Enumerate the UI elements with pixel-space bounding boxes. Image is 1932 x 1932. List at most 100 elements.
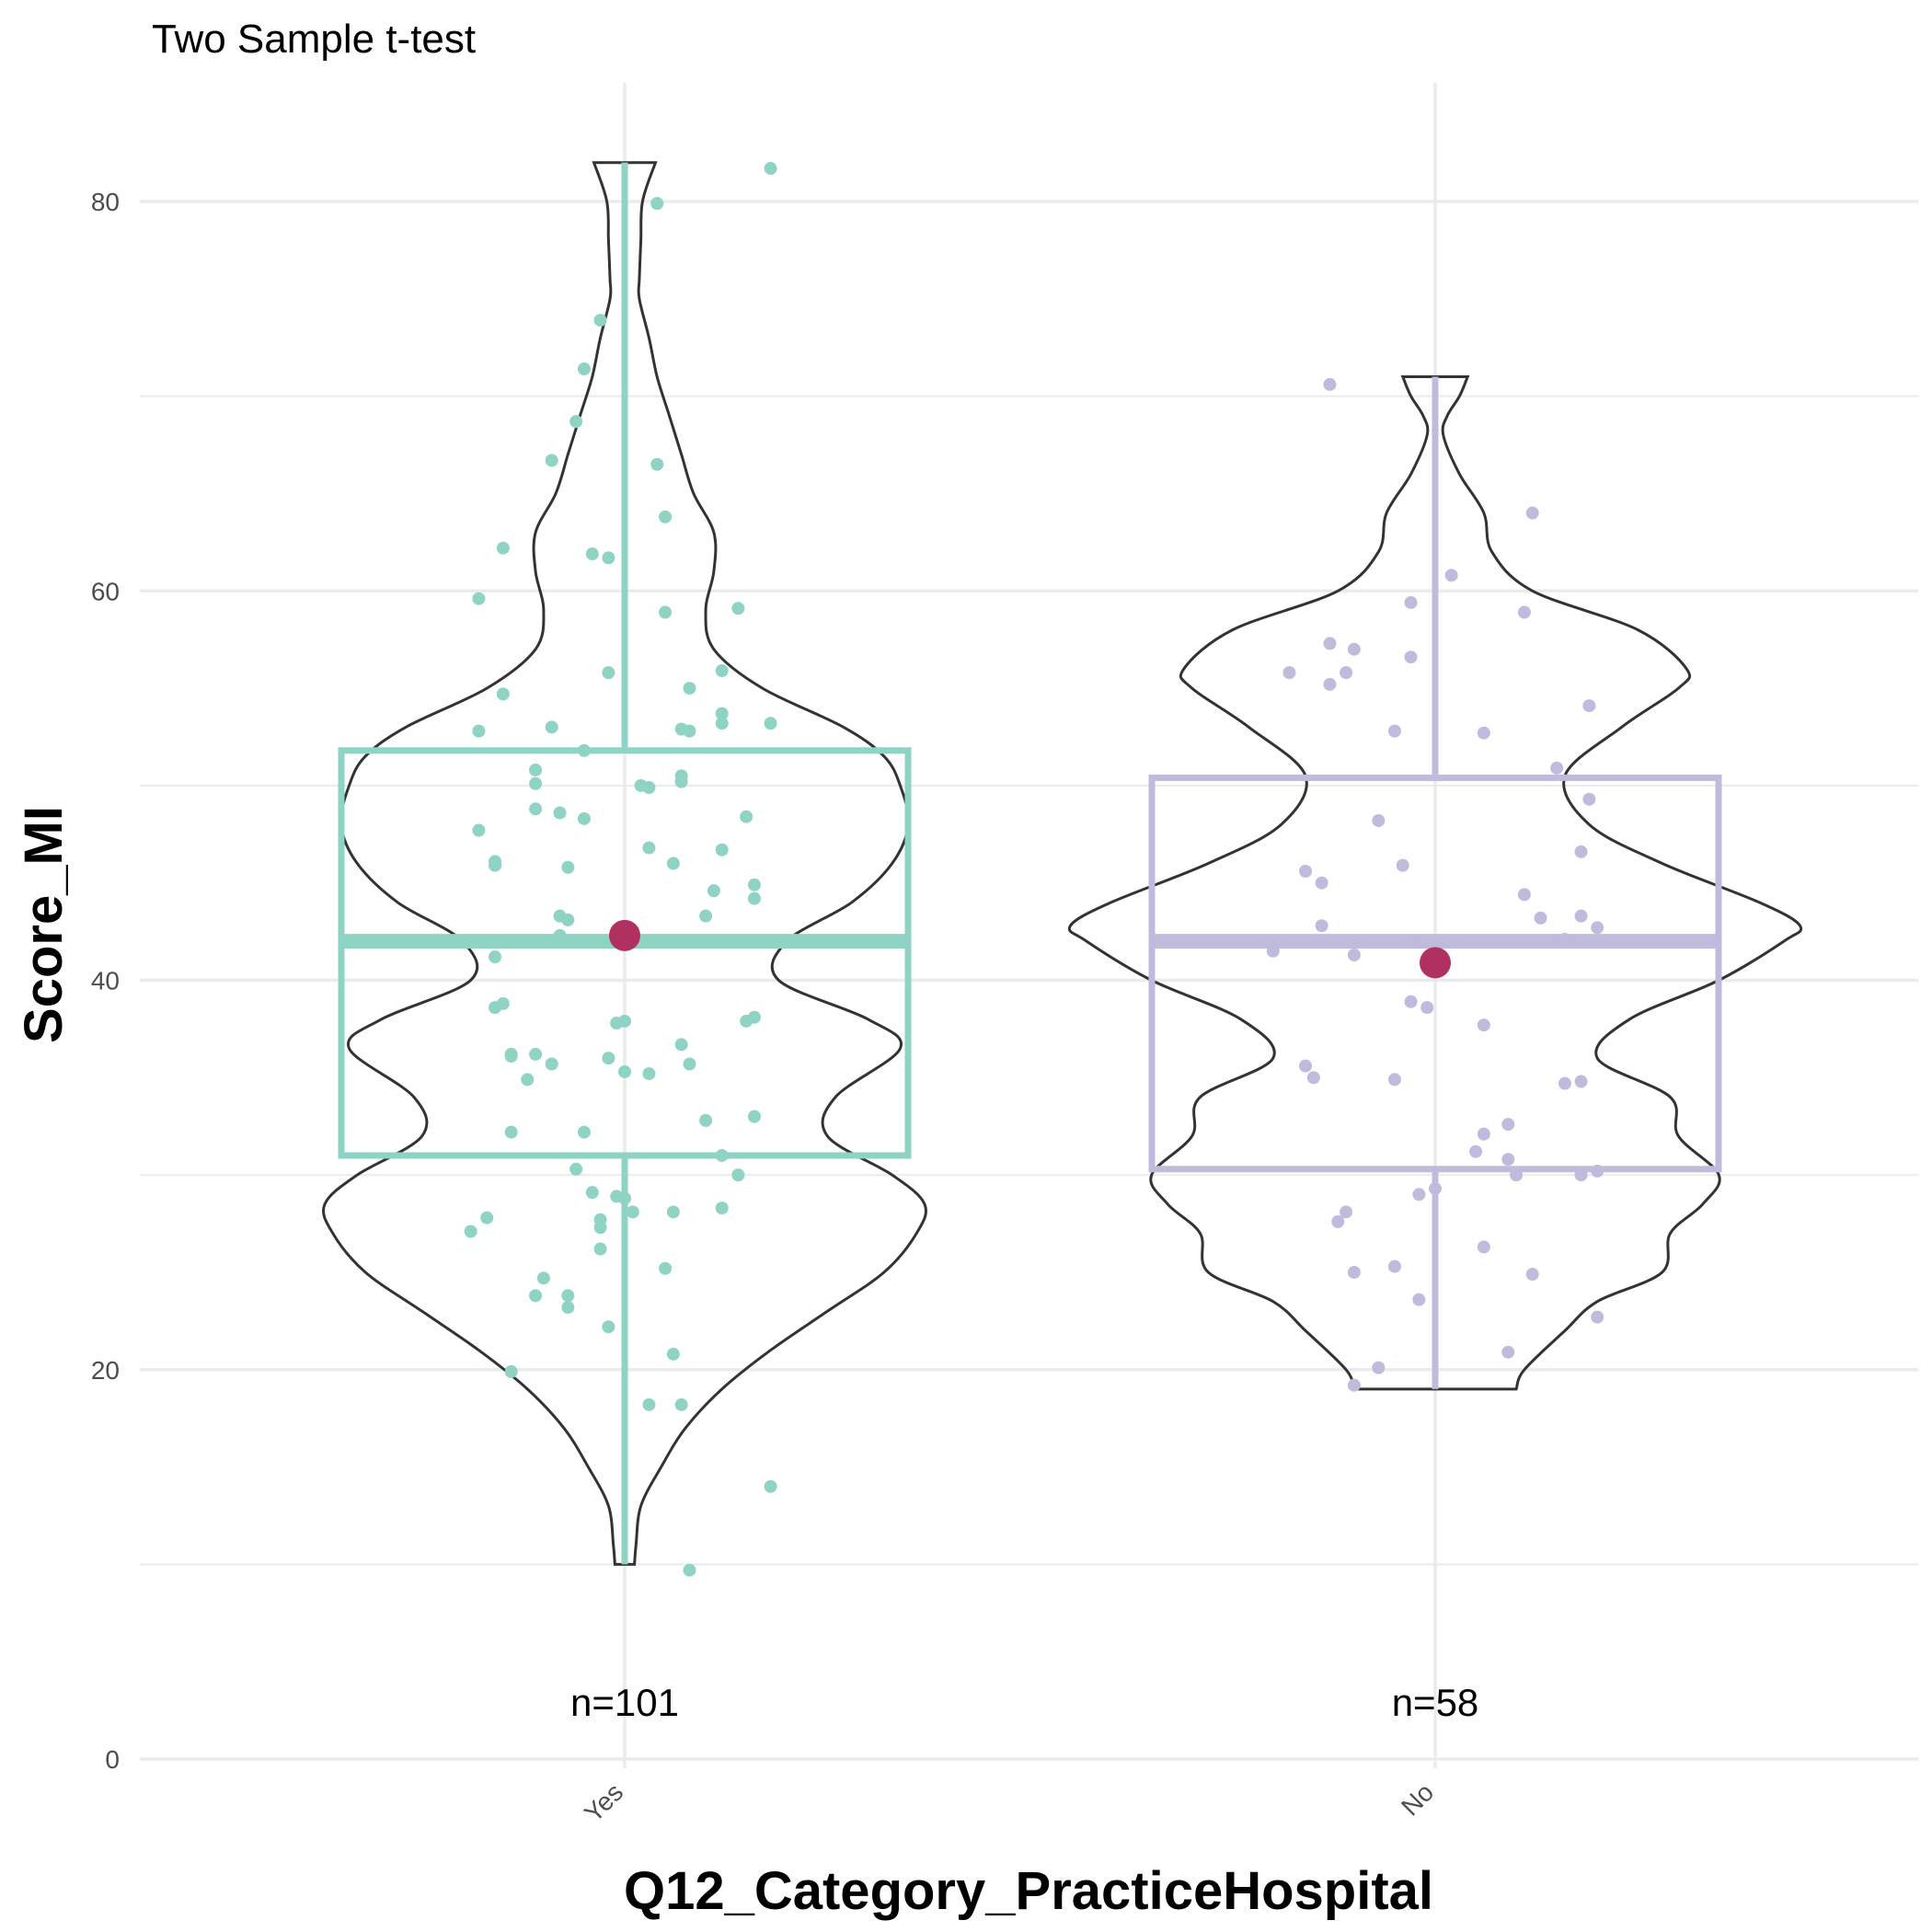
data-point: [1525, 506, 1539, 520]
data-point: [1444, 569, 1458, 582]
data-point: [1412, 1293, 1426, 1306]
data-point: [480, 1211, 494, 1225]
data-point: [674, 775, 688, 788]
data-point: [699, 909, 713, 923]
data-point: [1372, 1361, 1386, 1374]
data-point: [740, 810, 753, 823]
data-point: [561, 860, 575, 874]
data-point: [1299, 1059, 1313, 1073]
data-point: [561, 1289, 575, 1303]
y-tick-label: 0: [105, 1745, 120, 1774]
data-point: [577, 1125, 591, 1139]
data-point: [1582, 699, 1596, 713]
data-point: [715, 1202, 729, 1215]
data-point: [593, 1242, 607, 1256]
data-point: [699, 1113, 713, 1127]
data-point: [504, 1364, 518, 1378]
data-point: [1331, 1214, 1345, 1228]
data-point: [1469, 1144, 1483, 1158]
data-point: [529, 763, 543, 776]
data-point: [1510, 1168, 1524, 1182]
data-point: [529, 1289, 543, 1303]
data-point: [585, 547, 599, 561]
violin-outline-no: [1067, 375, 1803, 1391]
data-point: [593, 314, 607, 328]
data-point: [489, 950, 502, 964]
data-point: [1574, 1168, 1588, 1182]
data-point: [1340, 1205, 1353, 1219]
data-point: [1404, 650, 1418, 664]
x-axis-label: Q12_Category_PracticeHospital: [624, 1861, 1433, 1921]
data-point: [1387, 724, 1401, 738]
data-point: [626, 1205, 639, 1219]
data-point: [585, 1186, 599, 1200]
data-point: [1477, 1240, 1490, 1254]
data-point: [666, 1347, 680, 1361]
data-point: [1477, 1018, 1490, 1032]
x-tick-label: Yes: [579, 1777, 628, 1827]
data-point: [747, 891, 761, 905]
data-point: [529, 776, 543, 790]
data-point: [683, 1057, 696, 1071]
data-point: [496, 541, 510, 555]
data-point: [731, 602, 745, 615]
data-point: [489, 1001, 502, 1015]
data-point: [1323, 677, 1337, 691]
data-point: [618, 1191, 631, 1205]
data-point: [1396, 858, 1409, 872]
data-point: [472, 592, 486, 605]
data-point: [666, 857, 680, 870]
mean-marker: [609, 919, 640, 951]
data-point: [1574, 845, 1588, 858]
data-point: [1340, 666, 1353, 680]
y-tick-label: 40: [91, 967, 120, 995]
n-count-label: n=101: [570, 1681, 679, 1724]
data-point: [683, 1563, 696, 1577]
data-point: [1372, 813, 1386, 827]
data-point: [1591, 921, 1604, 935]
data-point: [764, 717, 777, 730]
data-point: [472, 724, 486, 738]
data-point: [642, 841, 656, 855]
data-point: [1574, 909, 1588, 923]
data-point: [1517, 605, 1531, 619]
data-point: [1266, 944, 1280, 958]
data-point: [715, 717, 729, 730]
data-point: [504, 1125, 518, 1139]
data-point: [545, 1057, 558, 1071]
grid-lines: [140, 83, 1918, 1768]
n-count-label: n=58: [1392, 1681, 1479, 1724]
data-point: [1347, 642, 1361, 656]
data-point: [529, 802, 543, 816]
boxplot-layer: [338, 162, 1722, 1565]
box-no: [1148, 774, 1722, 1173]
data-point: [504, 1050, 518, 1064]
data-point: [1501, 1118, 1515, 1132]
data-point: [740, 1014, 753, 1028]
data-point: [650, 197, 664, 211]
data-point: [529, 1047, 543, 1061]
data-point: [569, 415, 583, 429]
data-point: [650, 457, 664, 471]
data-point: [602, 1052, 615, 1065]
data-point: [1387, 1259, 1401, 1273]
data-point: [659, 1261, 673, 1275]
data-point: [1591, 1310, 1604, 1324]
box-yes: [338, 747, 912, 1159]
data-point: [1404, 595, 1418, 609]
data-point: [496, 687, 510, 701]
data-point: [602, 551, 615, 565]
data-point: [1282, 666, 1296, 680]
data-point: [674, 1397, 688, 1411]
data-point: [1315, 876, 1328, 890]
data-point: [764, 162, 777, 176]
data-point: [553, 928, 567, 942]
data-point: [1387, 1073, 1401, 1087]
data-point: [715, 707, 729, 720]
data-point: [1412, 1188, 1426, 1202]
data-point: [1347, 948, 1361, 961]
data-point: [489, 858, 502, 872]
data-point: [1306, 1071, 1320, 1085]
data-point: [715, 664, 729, 678]
